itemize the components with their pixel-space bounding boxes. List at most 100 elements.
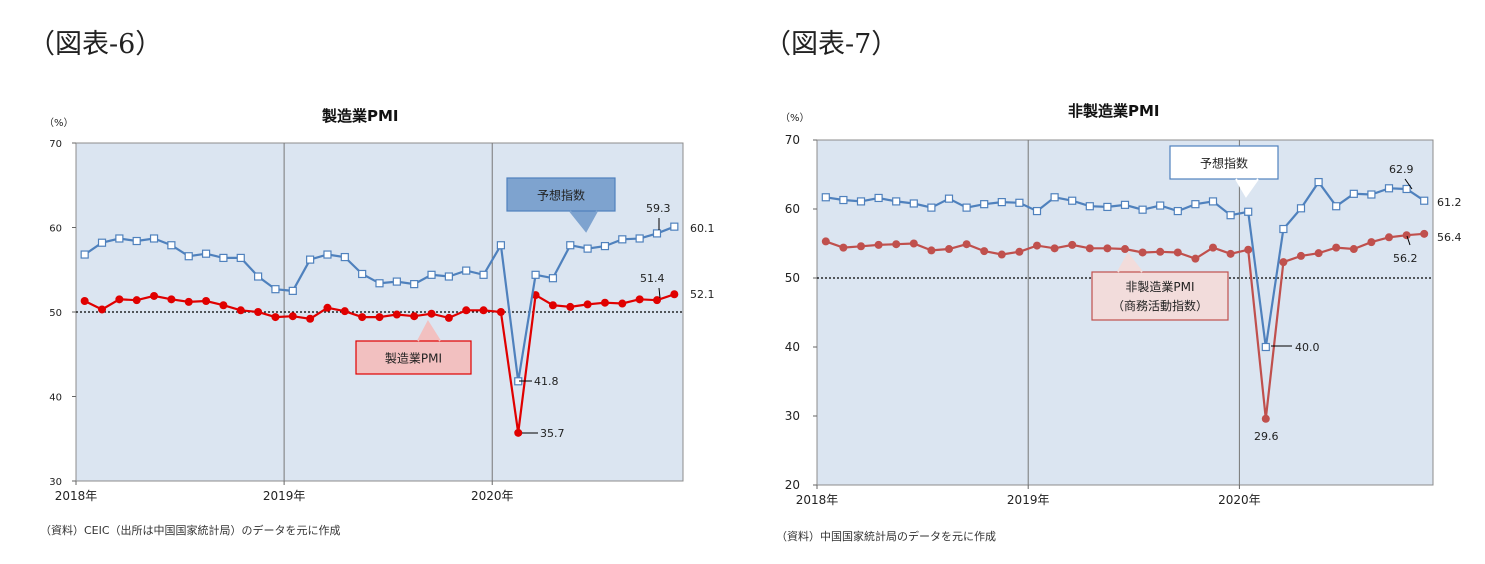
point-nonmfg-pmi (1385, 233, 1393, 242)
callout-box-nonmfg (1169, 145, 1279, 180)
point-nonmfg-pmi (839, 243, 848, 252)
point-mfg-pmi (150, 291, 159, 300)
point-mfg-expectation (444, 272, 453, 281)
y-tick-label-nonmfg: 20 (785, 478, 800, 492)
point-mfg-expectation (670, 222, 679, 231)
point-nonmfg-expectation (1296, 204, 1306, 213)
point-nonmfg-pmi (1156, 247, 1165, 256)
source-note-manufacturing: （資料）CEIC（出所は中国国家統計局）のデータを元に作成 (40, 524, 341, 537)
point-nonmfg-expectation (1420, 196, 1429, 205)
point-mfg-pmi (98, 305, 107, 314)
point-mfg-expectation (184, 252, 193, 261)
point-mfg-pmi (427, 309, 436, 318)
point-nonmfg-expectation (962, 203, 971, 212)
point-nonmfg-pmi (1367, 238, 1376, 247)
callout-joint-mfg (417, 320, 441, 342)
x-tick-label-mfg: 2019年 (263, 489, 306, 503)
point-mfg-expectation (375, 279, 384, 288)
point-mfg-pmi (132, 296, 141, 305)
callout-label-mfg: 予想指数 (537, 188, 585, 203)
point-mfg-pmi (444, 313, 453, 322)
point-nonmfg-pmi (1033, 241, 1041, 250)
point-mfg-expectation (236, 253, 245, 263)
point-nonmfg-pmi (997, 250, 1006, 259)
point-mfg-pmi (340, 307, 349, 316)
x-tick-label-nonmfg: 2019年 (1007, 493, 1050, 507)
point-mfg-expectation (566, 241, 575, 250)
point-mfg-pmi (202, 297, 211, 306)
callout-joint-nonmfg (1117, 252, 1143, 273)
leader-line-nonmfg (1406, 235, 1411, 246)
point-nonmfg-pmi (1314, 249, 1323, 258)
point-nonmfg-pmi (874, 240, 883, 249)
point-nonmfg-expectation (1402, 184, 1411, 194)
y-tick-label-mfg: 50 (49, 308, 62, 319)
point-nonmfg-pmi (1209, 243, 1217, 252)
y-tick-label-mfg: 70 (49, 139, 62, 150)
point-nonmfg-expectation (1314, 177, 1323, 187)
point-mfg-pmi (548, 301, 557, 310)
point-nonmfg-pmi (892, 240, 901, 249)
point-mfg-pmi (184, 297, 193, 306)
x-tick-label-mfg: 2020年 (471, 489, 514, 503)
point-nonmfg-pmi (1103, 244, 1112, 253)
point-mfg-expectation (583, 244, 592, 253)
point-nonmfg-pmi (927, 246, 936, 255)
data-label-mfg: 60.1 (690, 222, 715, 235)
point-mfg-pmi (167, 295, 176, 304)
callout-joint-nonmfg (1235, 178, 1259, 198)
point-nonmfg-expectation (1367, 190, 1376, 199)
point-mfg-expectation (97, 238, 107, 247)
point-mfg-expectation (149, 234, 159, 243)
point-nonmfg-expectation (892, 197, 901, 206)
point-nonmfg-pmi (1402, 231, 1411, 240)
point-mfg-expectation (167, 241, 176, 250)
point-mfg-pmi (514, 428, 523, 437)
point-nonmfg-pmi (962, 240, 971, 249)
point-mfg-pmi (652, 296, 661, 305)
x-tick-label-nonmfg: 2018年 (796, 493, 839, 507)
y-tick-label-mfg: 30 (49, 477, 62, 488)
point-nonmfg-expectation (1349, 189, 1358, 198)
point-mfg-pmi (236, 306, 245, 315)
point-nonmfg-expectation (1261, 342, 1270, 352)
point-nonmfg-pmi (1349, 245, 1358, 254)
point-nonmfg-expectation (1032, 206, 1042, 216)
point-nonmfg-pmi (1015, 247, 1024, 256)
point-mfg-pmi (306, 314, 315, 323)
point-mfg-expectation (618, 235, 627, 244)
point-mfg-expectation (410, 280, 419, 289)
data-label-nonmfg: 56.2 (1393, 252, 1418, 265)
point-mfg-expectation (288, 286, 297, 295)
point-nonmfg-expectation (1050, 193, 1059, 202)
point-mfg-expectation (427, 270, 436, 279)
point-nonmfg-pmi (1226, 249, 1235, 258)
point-nonmfg-expectation (1120, 200, 1130, 209)
point-nonmfg-expectation (1085, 202, 1094, 211)
point-mfg-pmi (600, 298, 609, 307)
point-mfg-expectation (496, 241, 505, 250)
y-tick-label-mfg: 40 (49, 393, 62, 404)
point-mfg-pmi (618, 299, 627, 308)
point-nonmfg-pmi (1191, 254, 1200, 263)
point-nonmfg-expectation (1191, 200, 1200, 209)
point-mfg-expectation (115, 234, 124, 243)
point-mfg-expectation (306, 255, 315, 264)
point-mfg-pmi (566, 302, 575, 311)
point-mfg-expectation (80, 250, 89, 259)
callout-joint-mfg (569, 210, 598, 233)
point-nonmfg-expectation (1138, 205, 1147, 214)
point-mfg-pmi (254, 308, 263, 316)
y-tick-label-nonmfg: 50 (785, 271, 800, 285)
point-mfg-pmi (288, 312, 297, 321)
point-nonmfg-pmi (1173, 248, 1182, 257)
point-nonmfg-pmi (1279, 258, 1288, 267)
point-nonmfg-expectation (1244, 207, 1253, 216)
leader-line-mfg (658, 287, 661, 299)
point-nonmfg-pmi (1121, 245, 1129, 254)
point-mfg-expectation (340, 252, 349, 262)
y-tick-label-nonmfg: 70 (785, 133, 800, 147)
chart-title-manufacturing: 製造業PMI (322, 107, 399, 125)
point-nonmfg-pmi (857, 242, 865, 251)
callout-box-mfg (506, 177, 616, 212)
